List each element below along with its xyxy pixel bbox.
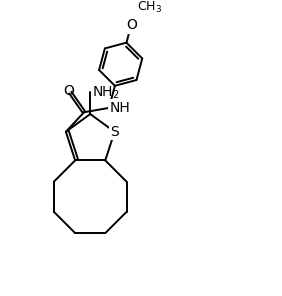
Text: NH$_2$: NH$_2$ [92,84,120,101]
Text: NH: NH [109,101,130,115]
Text: O: O [63,83,74,98]
Text: S: S [110,125,119,139]
Text: O: O [126,18,136,32]
Text: CH$_3$: CH$_3$ [137,0,162,15]
